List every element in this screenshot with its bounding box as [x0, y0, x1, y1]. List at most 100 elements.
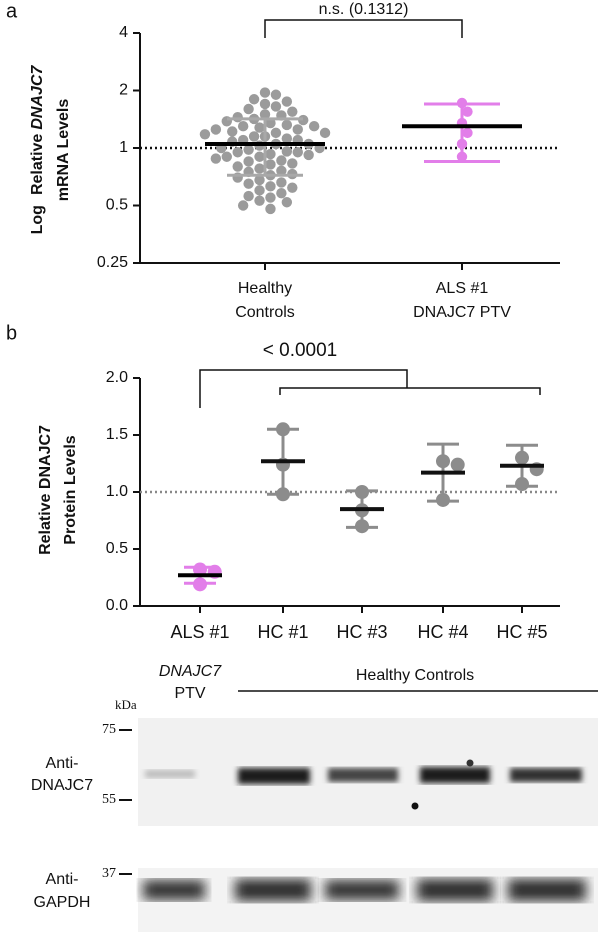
- panel-label: b: [6, 322, 17, 344]
- marker-label: 75: [102, 722, 116, 737]
- data-point: [276, 165, 287, 176]
- data-point: [254, 163, 265, 174]
- data-point: [232, 161, 243, 172]
- y-tick-label: 0.5: [106, 540, 128, 557]
- data-point: [254, 151, 265, 162]
- data-point: [270, 89, 282, 100]
- data-point: [243, 178, 254, 189]
- data-point: [248, 131, 260, 142]
- band: [328, 768, 398, 782]
- data-point: [281, 119, 293, 131]
- data-point: [292, 124, 303, 135]
- data-point: [281, 197, 293, 208]
- significance-bracket: [279, 387, 541, 395]
- data-point: [270, 101, 282, 112]
- y-axis-label: Protein Levels: [62, 435, 79, 544]
- y-tick-label: 4: [119, 24, 128, 41]
- panel-label: a: [6, 0, 18, 22]
- data-point: [248, 94, 260, 105]
- data-point: [243, 190, 254, 202]
- y-tick-label: 0.0: [106, 597, 128, 614]
- x-tick-label: HC #5: [496, 622, 547, 642]
- y-axis-label: mRNA Levels: [55, 99, 72, 202]
- band: [235, 879, 311, 901]
- data-point: [265, 203, 276, 215]
- data-point: [243, 156, 254, 167]
- band: [238, 768, 310, 784]
- y-tick-label: 0.5: [106, 197, 128, 214]
- significance-bracket: [264, 19, 463, 38]
- data-point: [303, 149, 314, 161]
- lane-header: PTV: [174, 685, 205, 702]
- significance-bracket: [199, 369, 408, 408]
- data-point: [259, 87, 271, 98]
- data-point: [237, 200, 249, 211]
- data-point: [281, 96, 293, 107]
- row-label: Anti-: [46, 755, 79, 772]
- band: [420, 767, 490, 783]
- data-point: [259, 109, 271, 120]
- row-label: Anti-: [46, 871, 79, 888]
- data-point: [281, 133, 293, 144]
- band: [510, 768, 582, 782]
- y-tick-label: 1.5: [106, 426, 128, 443]
- data-point: [319, 127, 331, 139]
- band: [417, 879, 493, 901]
- annotation: n.s. (0.1312): [319, 1, 409, 18]
- x-tick-label: DNAJC7 PTV: [413, 304, 511, 321]
- y-axis-label: Log Relative DNAJC7: [29, 65, 46, 235]
- row-label: DNAJC7: [31, 777, 93, 794]
- group-label: Healthy Controls: [356, 667, 474, 684]
- data-point: [259, 98, 271, 110]
- data-point: [254, 122, 265, 133]
- data-point: [462, 106, 473, 117]
- y-tick-label: 1: [119, 139, 128, 156]
- lane-header: DNAJC7: [159, 663, 222, 680]
- y-tick-label: 1.0: [106, 483, 128, 500]
- data-point: [227, 126, 238, 137]
- x-tick-label: ALS #1: [170, 622, 229, 642]
- data-point: [276, 187, 287, 199]
- western-blot: DNAJC7 PTV Healthy Controls kDa 75 55 37…: [31, 663, 598, 932]
- row-label: GAPDH: [34, 894, 91, 911]
- x-tick-label: ALS #1: [436, 280, 489, 297]
- x-tick-label: HC #3: [336, 622, 387, 642]
- y-tick-label: 0.25: [97, 254, 128, 271]
- data-point: [243, 144, 254, 155]
- data-point: [232, 147, 243, 158]
- annotation: < 0.0001: [263, 340, 338, 361]
- x-tick-label: HC #4: [417, 622, 468, 642]
- data-point: [276, 177, 287, 188]
- data-point: [265, 148, 276, 160]
- data-point: [276, 155, 287, 166]
- band: [508, 879, 586, 901]
- band: [325, 880, 399, 900]
- data-point: [210, 153, 222, 164]
- data-point: [199, 129, 211, 140]
- y-tick-label: 2: [119, 82, 128, 99]
- data-point: [254, 174, 265, 186]
- data-point: [237, 121, 249, 132]
- data-point: [287, 182, 298, 193]
- data-point: [281, 146, 293, 157]
- y-label-part: Log: [29, 205, 46, 234]
- marker-label: 37: [102, 866, 116, 881]
- data-point: [462, 127, 473, 139]
- speck: [466, 759, 474, 767]
- data-point: [232, 111, 243, 123]
- y-label-part: DNAJC7: [29, 65, 46, 130]
- data-point: [210, 124, 222, 135]
- marker-label: 55: [102, 792, 116, 807]
- data-point: [450, 457, 465, 472]
- x-tick-label: Controls: [235, 304, 295, 321]
- data-point: [254, 195, 265, 206]
- data-point: [221, 151, 232, 162]
- data-point: [287, 158, 298, 169]
- data-point: [254, 185, 265, 196]
- data-point: [270, 127, 282, 139]
- data-point: [292, 147, 303, 158]
- y-label-part: Relative: [29, 134, 46, 195]
- data-point: [308, 121, 320, 132]
- x-tick-label: HC #1: [257, 622, 308, 642]
